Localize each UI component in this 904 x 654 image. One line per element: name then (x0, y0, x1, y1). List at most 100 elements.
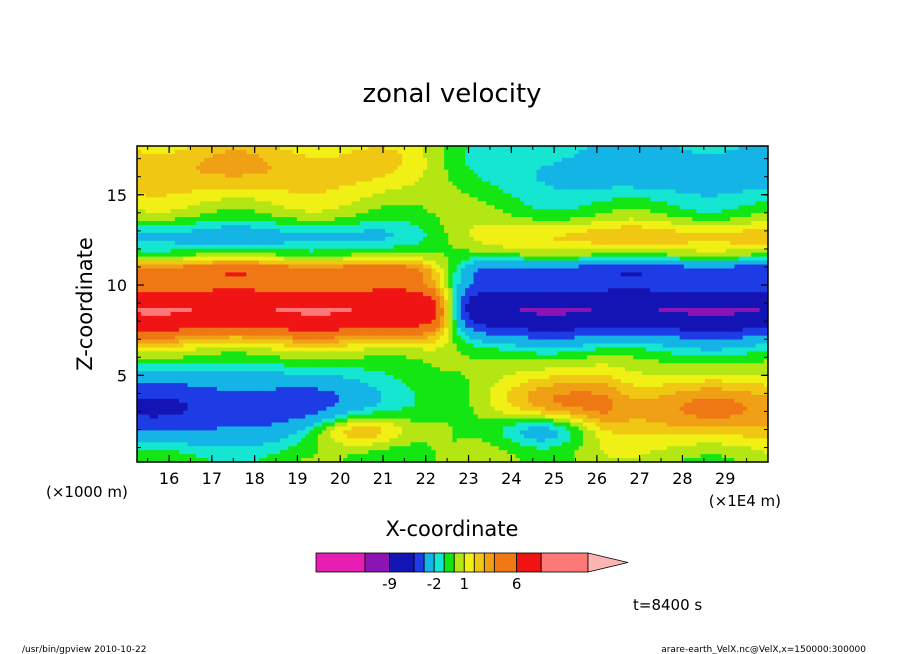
field-cell (250, 209, 256, 214)
field-cell (229, 386, 235, 392)
field-cell (195, 169, 201, 175)
field-cell (179, 240, 184, 246)
field-cell (380, 359, 386, 364)
field-cell (376, 205, 382, 210)
field-cell (376, 327, 382, 333)
field-cell (221, 422, 226, 428)
field-cell (187, 296, 193, 301)
field-cell (301, 193, 306, 198)
field-cell (338, 173, 344, 179)
field-cell (267, 189, 273, 194)
field-cell (242, 327, 247, 333)
field-cell (288, 343, 294, 349)
field-cell (288, 383, 294, 388)
field-cell (330, 244, 336, 250)
field-cell (137, 292, 142, 297)
field-cell (385, 394, 390, 400)
field-cell (317, 292, 323, 297)
field-cell (233, 458, 239, 462)
field-cell (326, 157, 332, 163)
field-cell (187, 327, 193, 333)
field-cell (343, 185, 348, 191)
field-cell (242, 268, 247, 273)
field-cell (385, 331, 390, 337)
field-cell (284, 379, 290, 384)
field-cell (242, 454, 247, 459)
field-cell (187, 363, 193, 368)
field-cell (301, 146, 306, 151)
field-cell (397, 284, 403, 289)
field-cell (334, 225, 340, 230)
field-cell (250, 386, 256, 392)
field-cell (195, 315, 201, 321)
field-cell (313, 351, 319, 356)
field-cell (305, 351, 311, 356)
field-cell (258, 442, 264, 447)
field-cell (275, 264, 281, 270)
field-cell (288, 264, 294, 270)
field-cell (292, 197, 298, 202)
field-cell (200, 458, 205, 462)
field-cell (141, 169, 147, 175)
field-cell (137, 418, 142, 424)
field-cell (221, 315, 226, 321)
field-cell (338, 367, 344, 372)
field-cell (158, 288, 163, 293)
field-cell (301, 446, 306, 451)
field-cell (179, 264, 184, 270)
field-cell (385, 430, 390, 435)
field-cell (359, 418, 365, 424)
field-cell (385, 252, 390, 258)
field-cell (280, 149, 285, 155)
field-cell (397, 268, 403, 273)
field-cell (166, 351, 172, 356)
field-cell (229, 422, 235, 428)
field-cell (385, 232, 390, 238)
field-cell (158, 347, 163, 352)
field-cell (376, 264, 382, 270)
field-cell (305, 390, 311, 396)
field-cell (187, 173, 193, 179)
field-cell (242, 161, 247, 167)
field-cell (355, 213, 361, 218)
field-cell (174, 315, 180, 321)
field-cell (317, 205, 323, 210)
field-cell (343, 201, 348, 206)
field-cell (359, 375, 365, 380)
field-cell (233, 434, 239, 439)
field-cell (364, 292, 369, 297)
field-cell (267, 446, 273, 451)
field-cell (288, 458, 294, 462)
field-cell (195, 213, 201, 218)
field-cell (351, 359, 357, 364)
field-cell (292, 161, 298, 167)
field-cell (393, 394, 399, 400)
field-cell (330, 201, 336, 206)
field-cell (153, 375, 159, 380)
field-cell (237, 300, 243, 305)
field-cell (385, 201, 390, 206)
field-cell (179, 402, 184, 408)
field-cell (170, 383, 176, 388)
field-cell (271, 260, 277, 266)
field-cell (153, 209, 159, 214)
field-cell (246, 307, 252, 313)
field-cell (288, 422, 294, 428)
field-cell (187, 157, 193, 163)
field-cell (309, 343, 315, 349)
field-cell (292, 363, 298, 368)
field-cell (166, 331, 172, 337)
field-cell (246, 296, 252, 301)
field-cell (216, 359, 222, 364)
field-cell (174, 256, 180, 262)
field-cell (158, 244, 163, 250)
field-cell (343, 319, 348, 325)
field-cell (296, 213, 302, 218)
field-cell (153, 331, 159, 337)
field-cell (343, 153, 348, 159)
field-cell (162, 351, 168, 356)
field-cell (149, 260, 155, 266)
field-cell (389, 256, 395, 262)
field-cell (212, 240, 218, 246)
field-cell (397, 169, 403, 175)
